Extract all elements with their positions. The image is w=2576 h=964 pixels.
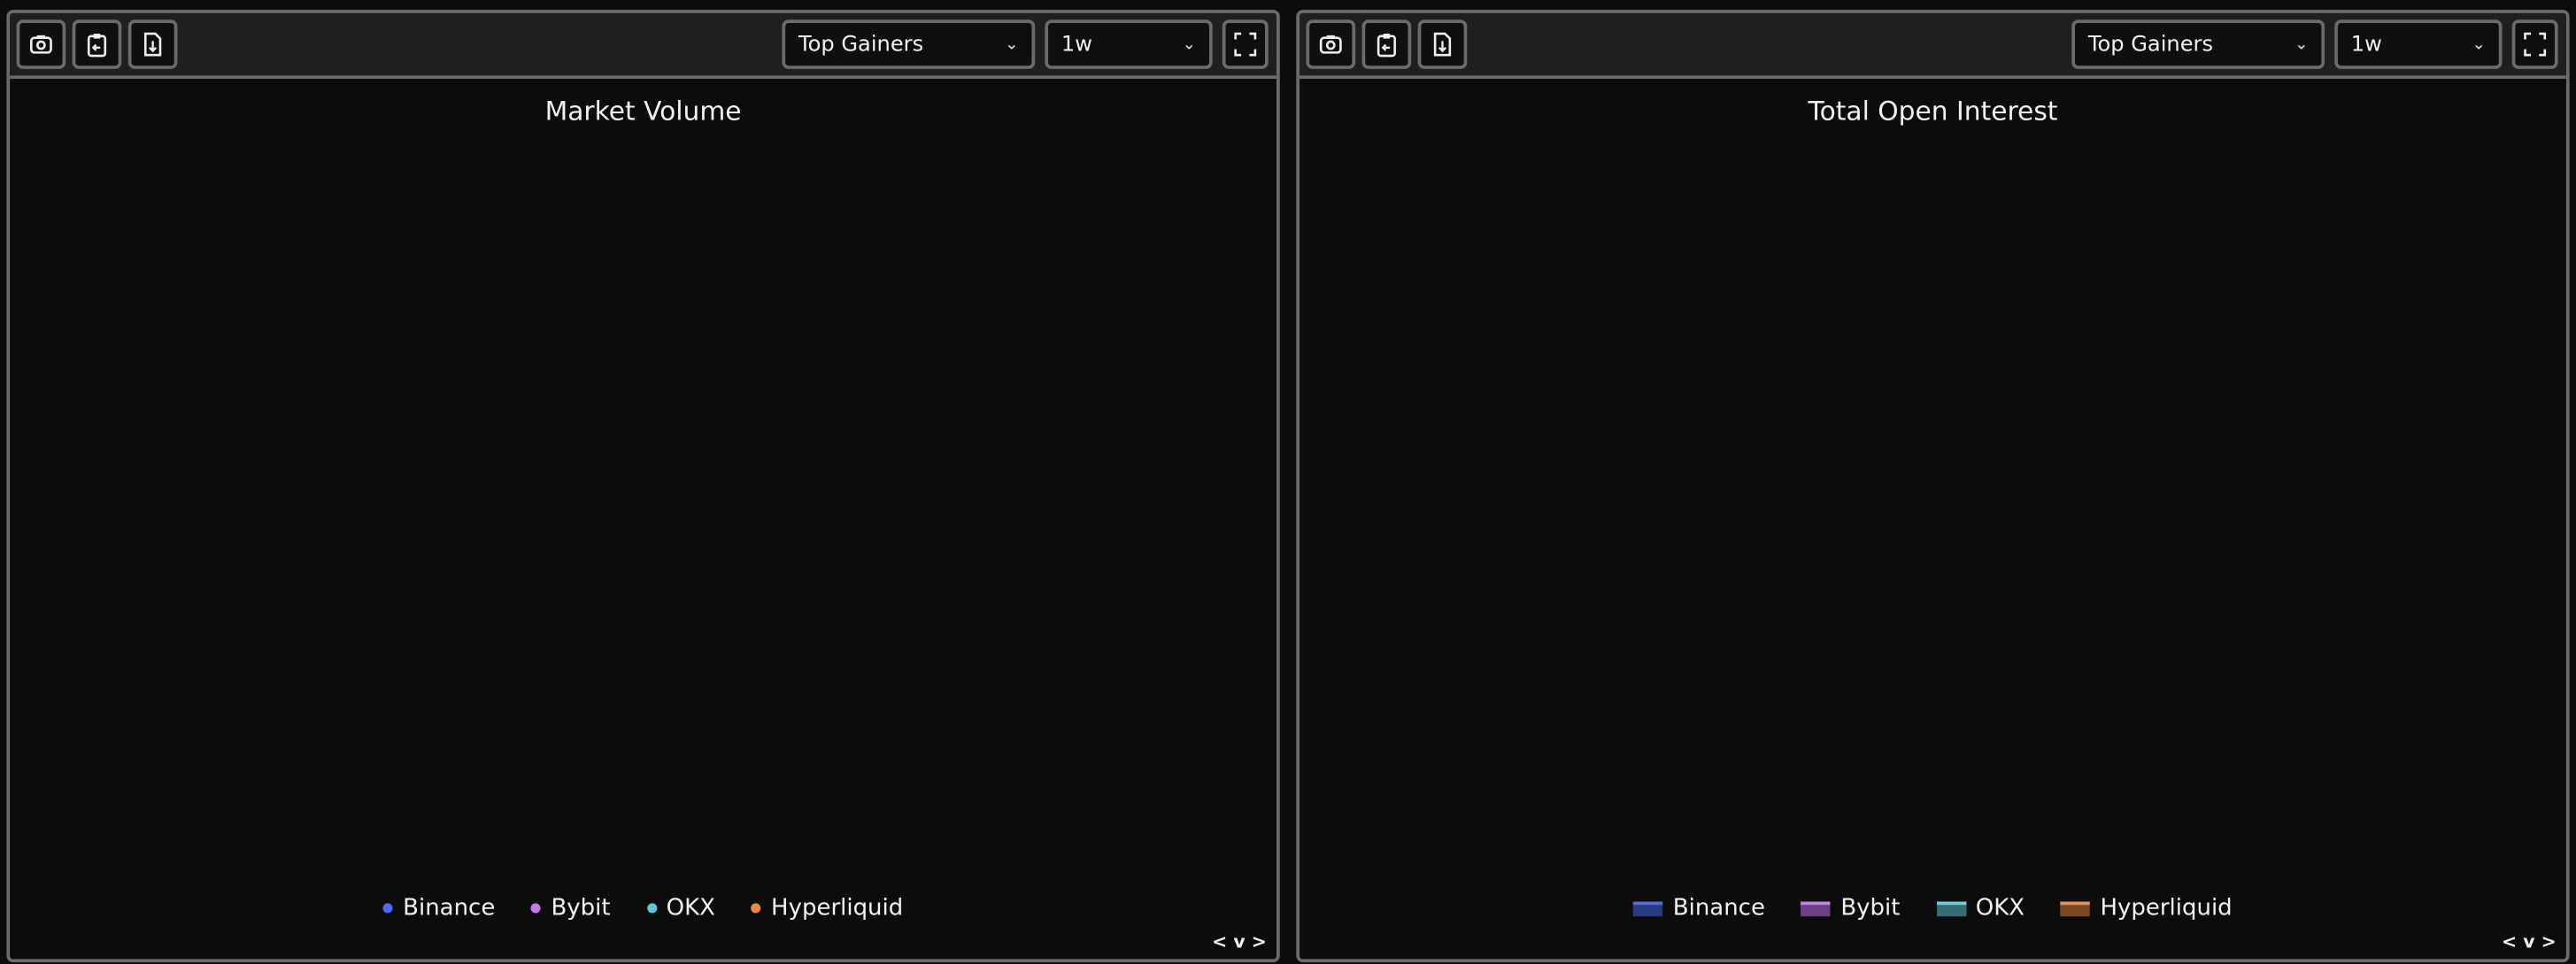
legend-label: Binance — [1672, 895, 1765, 922]
file-download-icon — [143, 32, 162, 57]
legend-label: Hyperliquid — [2100, 895, 2233, 922]
legend-marker — [1633, 900, 1663, 916]
chevron-down-icon: ⌄ — [1182, 35, 1197, 54]
chart-toolbar: $0$500m$1b$1.5b$2b10 Dec11 Dec12 Dec13 D… — [1300, 12, 2566, 80]
filter-value: Top Gainers — [2087, 32, 2214, 58]
navigation-arrows[interactable]: < v > — [2502, 930, 2557, 953]
legend-item-binance[interactable]: Binance — [382, 895, 496, 922]
market-volume-panel: $0$500m$1b$1.5b$2b$2.5b10 Dec11 Dec12 De… — [6, 10, 1280, 963]
chart-title: Total Open Interest — [1808, 95, 2058, 127]
fullscreen-button[interactable] — [1222, 19, 1269, 69]
filter-dropdown[interactable]: Top Gainers ⌄ — [2071, 19, 2325, 69]
period-dropdown[interactable]: 1w ⌄ — [2334, 19, 2503, 69]
copy-button[interactable] — [72, 19, 122, 69]
legend-marker — [1936, 900, 1966, 916]
screenshot-button[interactable]: $0$500m$1b$1.5b$2b10 Dec11 Dec12 Dec13 D… — [1306, 19, 1356, 69]
camera-icon: $0$500m$1b$1.5b$2b$2.5b10 Dec11 Dec12 De… — [29, 35, 52, 54]
filter-dropdown[interactable]: Top Gainers ⌄ — [782, 19, 1036, 69]
navigation-arrows[interactable]: < v > — [1212, 930, 1267, 953]
fullscreen-icon — [2524, 32, 2547, 57]
legend-item-hyperliquid[interactable]: Hyperliquid — [2060, 895, 2233, 922]
screenshot-button[interactable]: $0$500m$1b$1.5b$2b$2.5b10 Dec11 Dec12 De… — [16, 19, 66, 69]
legend-marker — [2060, 900, 2091, 916]
period-value: 1w — [1060, 32, 1092, 58]
chevron-down-icon: ⌄ — [2294, 35, 2309, 54]
legend-label: Bybit — [551, 895, 611, 922]
legend-item-bybit[interactable]: Bybit — [1801, 895, 1901, 922]
legend-label: Hyperliquid — [771, 895, 904, 922]
chart-toolbar: $0$500m$1b$1.5b$2b$2.5b10 Dec11 Dec12 De… — [10, 12, 1277, 80]
chevron-down-icon: ⌄ — [2472, 35, 2486, 54]
legend-label: Binance — [403, 895, 496, 922]
chart-legend: Binance Bybit OKX Hyperliquid — [10, 895, 1276, 922]
legend-label: OKX — [666, 895, 715, 922]
chart-legend: Binance Bybit OKX Hyperliquid — [1300, 895, 2566, 922]
chart-canvas — [10, 13, 1276, 960]
period-dropdown[interactable]: 1w ⌄ — [1045, 19, 1213, 69]
legend-marker — [751, 903, 761, 914]
legend-item-hyperliquid[interactable]: Hyperliquid — [751, 895, 904, 922]
legend-label: Bybit — [1840, 895, 1901, 922]
filter-value: Top Gainers — [798, 32, 924, 58]
period-value: 1w — [2350, 32, 2382, 58]
copy-button[interactable] — [1361, 19, 1412, 69]
legend-item-okx[interactable]: OKX — [1936, 895, 2025, 922]
legend-marker — [1801, 900, 1832, 916]
camera-icon: $0$500m$1b$1.5b$2b10 Dec11 Dec12 Dec13 D… — [1319, 35, 1342, 54]
legend-marker — [531, 903, 542, 914]
legend-marker — [646, 903, 657, 914]
fullscreen-icon — [1234, 32, 1257, 57]
fullscreen-button[interactable] — [2511, 19, 2558, 69]
legend-item-binance[interactable]: Binance — [1633, 895, 1765, 922]
file-download-icon — [1433, 32, 1452, 57]
legend-label: OKX — [1975, 895, 2025, 922]
legend-item-bybit[interactable]: Bybit — [531, 895, 611, 922]
clipboard-icon — [87, 34, 107, 58]
download-button[interactable] — [1417, 19, 1468, 69]
chart-canvas — [1300, 13, 2566, 960]
open-interest-panel: $0$500m$1b$1.5b$2b10 Dec11 Dec12 Dec13 D… — [1296, 10, 2570, 963]
download-button[interactable] — [127, 19, 178, 69]
chevron-down-icon: ⌄ — [1005, 35, 1019, 54]
clipboard-icon — [1377, 34, 1396, 58]
chart-title: Market Volume — [544, 95, 742, 127]
legend-item-okx[interactable]: OKX — [646, 895, 715, 922]
legend-marker — [382, 903, 394, 914]
